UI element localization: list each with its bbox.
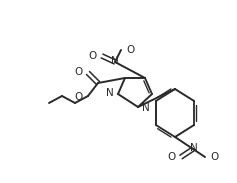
Text: N: N	[142, 103, 150, 113]
Text: O: O	[75, 92, 83, 102]
Text: N: N	[111, 56, 119, 66]
Text: O: O	[168, 152, 176, 162]
Text: N: N	[190, 143, 198, 153]
Text: O: O	[126, 45, 134, 55]
Text: N: N	[106, 88, 114, 98]
Text: O: O	[75, 67, 83, 77]
Text: O: O	[89, 51, 97, 61]
Text: O: O	[210, 152, 218, 162]
